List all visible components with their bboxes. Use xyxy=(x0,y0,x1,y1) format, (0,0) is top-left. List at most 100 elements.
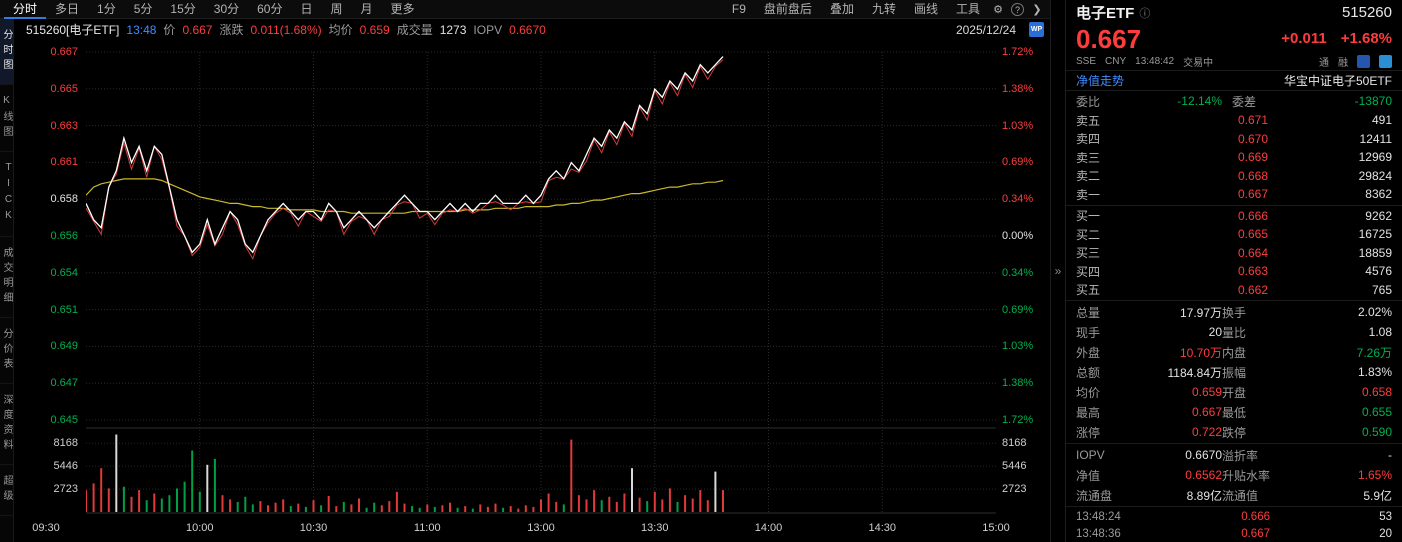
sidebar-item-1[interactable]: K线图 xyxy=(0,85,13,152)
toolbar-item-0[interactable]: 分时 xyxy=(4,0,47,19)
toolbar-item-8[interactable]: 周 xyxy=(330,1,343,16)
toolbar-right-item-0[interactable]: F9 xyxy=(731,1,746,16)
stat-label: IOPV xyxy=(1076,448,1105,462)
left-sidebar: 分时图 K线图 TICK 成交明细 分价表 深度资料 超级 xyxy=(0,19,14,542)
bid-row-2[interactable]: 买二 0.665 16725 xyxy=(1066,225,1402,244)
iopv-value: 0.6670 xyxy=(509,22,546,37)
blue-badge-icon-2[interactable] xyxy=(1379,55,1392,69)
panel-collapse-button[interactable]: » xyxy=(1050,0,1066,542)
chevron-right-icon[interactable]: ❯ xyxy=(1032,3,1042,16)
toolbar-right-item-2[interactable]: 叠加 xyxy=(829,1,854,16)
weicha-value: -13870 xyxy=(1354,94,1392,109)
price-axis-label: 0.667 xyxy=(50,46,78,58)
percent-axis-label: 1.72% xyxy=(1002,46,1034,58)
tick-time: 13:48:24 xyxy=(1076,510,1121,523)
sidebar-item-0[interactable]: 分时图 xyxy=(0,19,13,85)
stat-label: 总量 xyxy=(1076,305,1101,320)
book-label: 卖二 xyxy=(1076,169,1101,184)
sidebar-item-2[interactable]: TICK xyxy=(0,152,13,237)
time-axis-label: 14:00 xyxy=(754,522,783,534)
volume-axis-label: 5446 xyxy=(53,460,78,473)
sidebar-item-6[interactable]: 超级 xyxy=(0,465,13,516)
fund-name: 华宝中证电子50ETF xyxy=(1283,74,1392,89)
info-icon[interactable]: ⓘ xyxy=(1139,7,1151,20)
price-axis-label: 0.661 xyxy=(50,156,78,169)
book-volume: 12969 xyxy=(1358,150,1392,165)
book-price: 0.665 xyxy=(1237,227,1268,242)
blue-badge-icon-1[interactable] xyxy=(1357,55,1370,69)
sidebar-item-3[interactable]: 成交明细 xyxy=(0,237,13,318)
quote-meta-row: SSE CNY 13:48:42 交易中 通 融 xyxy=(1066,54,1402,71)
exchange-label: SSE xyxy=(1076,56,1097,68)
bid-row-3[interactable]: 买三 0.664 18859 xyxy=(1066,244,1402,263)
percent-axis-label: 1.03% xyxy=(1002,340,1034,353)
percent-axis-label: 0.69% xyxy=(1002,303,1034,316)
tick-price: 0.666 xyxy=(1241,510,1270,523)
price-axis-label: 0.645 xyxy=(50,414,78,426)
book-price: 0.664 xyxy=(1237,245,1268,260)
toolbar-item-10[interactable]: 更多 xyxy=(390,1,415,16)
percent-axis-label: 1.72% xyxy=(1002,414,1034,426)
y-axis-right: 1.72% 1.38% 1.03% 0.69% 0.34% 0.00% 0.34% 0.69%… xyxy=(996,40,1050,515)
stat-value: 0.659 xyxy=(1191,385,1222,399)
price-axis-label: 0.665 xyxy=(50,82,78,95)
divider xyxy=(1066,204,1402,206)
sidebar-item-5[interactable]: 深度资料 xyxy=(0,384,13,465)
toolbar-right-item-3[interactable]: 九转 xyxy=(871,1,896,16)
chart-date: 2025/12/24 xyxy=(955,22,1016,37)
chart-svg[interactable] xyxy=(86,40,996,515)
toolbar-right-item-1[interactable]: 盘前盘后 xyxy=(763,1,812,16)
stat-label: 振幅 xyxy=(1222,365,1247,380)
toolbar-item-1[interactable]: 多日 xyxy=(55,1,80,16)
toolbar-item-9[interactable]: 月 xyxy=(360,1,373,16)
time-axis-label: 10:00 xyxy=(185,522,214,534)
quote-panel: 电子ETF ⓘ 515260 0.667 +0.011 +1.68% SSE C… xyxy=(1066,0,1402,542)
stat-value: 1184.84万 xyxy=(1167,365,1223,380)
gear-icon[interactable]: ⚙ xyxy=(993,3,1003,16)
stat-value: 0.658 xyxy=(1361,385,1392,399)
nav-row: 净值走势 华宝中证电子50ETF xyxy=(1066,70,1402,92)
toolbar-item-7[interactable]: 日 xyxy=(300,1,313,16)
iopv-grid: IOPV 0.6670 溢折率 - 净值 0.6562 升贴水率 1.65% 流通盘 8.89亿流… xyxy=(1066,445,1402,505)
nav-trend-link[interactable]: 净值走势 xyxy=(1076,74,1125,89)
toolbar-right-item-4[interactable]: 画线 xyxy=(913,1,938,16)
tick-time: 13:48:36 xyxy=(1076,527,1121,540)
stat-value: 17.97万 xyxy=(1179,305,1222,320)
ask-row-2[interactable]: 卖二 0.668 29824 xyxy=(1066,167,1402,186)
price-axis-label: 0.654 xyxy=(50,266,78,279)
toolbar-item-3[interactable]: 5分 xyxy=(133,1,153,16)
book-volume: 4576 xyxy=(1365,264,1392,279)
iopv-row: 流通盘 8.89亿 流通值 5.9亿 xyxy=(1066,485,1402,505)
help-icon[interactable]: ? xyxy=(1011,2,1024,16)
stat-label: 内盘 xyxy=(1222,345,1247,360)
stat-label: 均价 xyxy=(1076,385,1101,400)
bid-row-1[interactable]: 买一 0.666 9262 xyxy=(1066,207,1402,226)
intraday-chart[interactable] xyxy=(86,40,996,515)
book-label: 卖一 xyxy=(1076,187,1101,202)
stat-label: 开盘 xyxy=(1222,385,1247,400)
stat-value: 1.08 xyxy=(1368,325,1392,339)
stock-name: 电子ETF xyxy=(1076,5,1135,23)
wp-badge-icon[interactable]: WP xyxy=(1029,22,1044,37)
toolbar-item-2[interactable]: 1分 xyxy=(97,1,116,16)
toolbar-item-4[interactable]: 15分 xyxy=(170,1,196,16)
stock-code: 515260 xyxy=(1341,4,1392,22)
toolbar-item-5[interactable]: 30分 xyxy=(213,1,240,16)
book-volume: 8362 xyxy=(1365,187,1392,202)
bid-row-4[interactable]: 买四 0.663 4576 xyxy=(1066,262,1402,281)
toolbar-item-6[interactable]: 60分 xyxy=(257,1,283,16)
toolbar-right-item-5[interactable]: 工具 xyxy=(955,1,980,16)
volume-axis-label: 8168 xyxy=(1002,437,1027,450)
sidebar-item-4[interactable]: 分价表 xyxy=(0,318,13,384)
bid-row-5[interactable]: 买五 0.662 765 xyxy=(1066,281,1402,300)
time-axis-label: 15:00 xyxy=(982,522,1010,534)
percent-axis-label: 1.38% xyxy=(1002,82,1034,95)
ask-row-3[interactable]: 卖三 0.669 12969 xyxy=(1066,148,1402,167)
ask-row-4[interactable]: 卖四 0.670 12411 xyxy=(1066,130,1402,149)
trading-status: 交易中 xyxy=(1183,58,1214,70)
ask-row-5[interactable]: 卖五 0.671 491 xyxy=(1066,111,1402,130)
ask-row-1[interactable]: 卖一 0.667 8362 xyxy=(1066,185,1402,204)
time-axis-label: 13:30 xyxy=(640,522,669,534)
time-axis-label: 13:00 xyxy=(527,522,555,534)
chart-column: 515260[电子ETF] 13:48 价 0.667 涨跌 0.011(1.6… xyxy=(14,19,1050,542)
